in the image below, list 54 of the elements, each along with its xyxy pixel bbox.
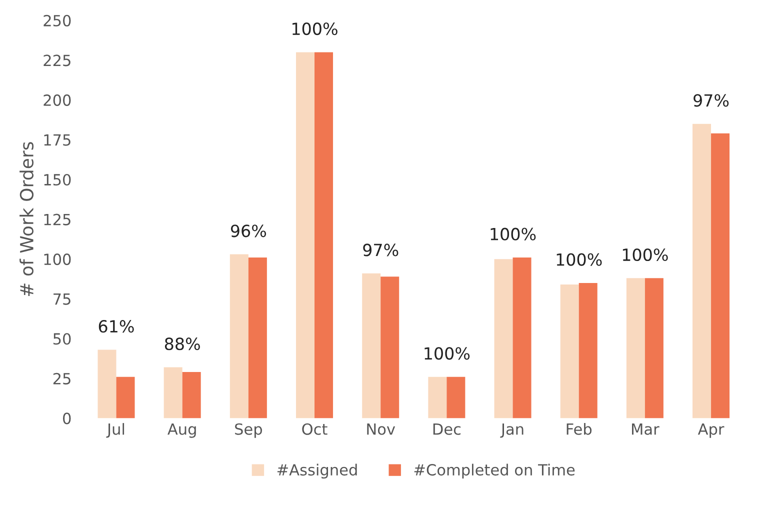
bar bbox=[230, 254, 248, 418]
x-tick-label: Jan bbox=[500, 424, 524, 438]
bar bbox=[116, 376, 135, 418]
y-tick-label: 100 bbox=[44, 254, 71, 266]
bar bbox=[446, 376, 466, 418]
bar bbox=[296, 52, 315, 418]
bar bbox=[164, 367, 182, 418]
bar bbox=[98, 350, 116, 418]
legend-label: #Assigned bbox=[277, 464, 357, 479]
annotation: 88% bbox=[164, 338, 200, 350]
annotation: 96% bbox=[230, 224, 266, 238]
bar bbox=[494, 259, 513, 418]
x-tick-label: Feb bbox=[566, 423, 592, 435]
bar bbox=[182, 372, 201, 418]
x-tick-label: Apr bbox=[698, 424, 724, 438]
bar bbox=[380, 276, 400, 418]
bar bbox=[578, 282, 598, 418]
x-tick-label: Oct bbox=[302, 423, 328, 435]
annotation: 100% bbox=[556, 253, 602, 266]
x-tick-label: Mar bbox=[632, 424, 660, 435]
bar bbox=[626, 278, 645, 418]
bar bbox=[362, 273, 381, 418]
y-tick-label: 225 bbox=[44, 54, 70, 66]
y-tick-label: 50 bbox=[53, 333, 71, 345]
y-tick-label: 250 bbox=[44, 14, 71, 26]
x-tick-label: Aug bbox=[168, 424, 196, 438]
annotation: 97% bbox=[363, 244, 398, 256]
bar bbox=[644, 278, 664, 418]
bar bbox=[560, 284, 579, 418]
y-tick-label: 25 bbox=[53, 372, 70, 384]
annotation: 100% bbox=[490, 228, 536, 240]
annotation: 100% bbox=[622, 248, 668, 262]
legend-label: #Completed on Time bbox=[414, 464, 575, 479]
bar bbox=[512, 257, 532, 418]
x-tick-label: Sep bbox=[235, 423, 262, 438]
y-tick-label: 125 bbox=[44, 214, 70, 226]
annotation: 61% bbox=[98, 320, 134, 333]
y-tick-label: 0 bbox=[63, 412, 71, 424]
x-tick-label: Nov bbox=[367, 424, 396, 435]
y-tick-label: 75 bbox=[54, 294, 70, 305]
annotation: 100% bbox=[292, 22, 338, 36]
x-tick-label: Dec bbox=[433, 424, 461, 435]
bar bbox=[692, 124, 712, 418]
bar bbox=[314, 52, 334, 418]
x-tick-label: Jul bbox=[106, 423, 124, 438]
y-axis-title: # of Work Orders bbox=[20, 142, 34, 296]
y-tick-label: 175 bbox=[44, 134, 70, 146]
bar bbox=[711, 133, 730, 418]
annotation: 97% bbox=[694, 94, 729, 107]
y-tick-label: 200 bbox=[44, 94, 71, 106]
bar bbox=[428, 376, 447, 418]
annotation: 100% bbox=[424, 347, 470, 360]
bar bbox=[248, 257, 267, 418]
y-tick-label: 150 bbox=[44, 174, 71, 186]
